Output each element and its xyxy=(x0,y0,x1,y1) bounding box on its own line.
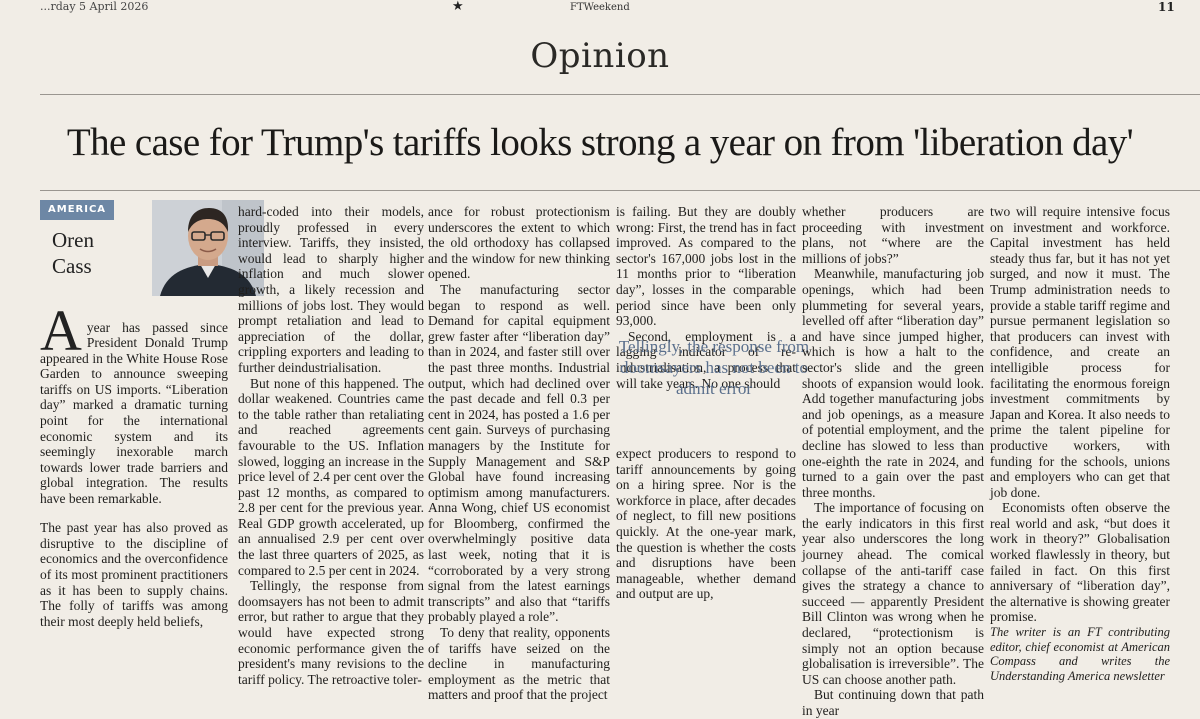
column-6: two will require intensive focus on inve… xyxy=(990,204,1170,683)
paragraph: Second, employment is a lagging indicato… xyxy=(616,328,796,391)
column-1: A year has passed since President Donald… xyxy=(40,298,228,629)
section-tag: AMERICA xyxy=(40,200,114,220)
headline-rule xyxy=(40,190,1200,191)
paragraph: hard-coded into their models, proudly pr… xyxy=(238,204,424,375)
page-number: 11 xyxy=(1158,0,1175,14)
paragraph: whether producers are proceeding with in… xyxy=(802,204,984,266)
portrait-image xyxy=(152,200,264,296)
author-signoff: The writer is an FT contributing editor,… xyxy=(990,625,1170,683)
byline: AMERICA Oren Cass xyxy=(40,200,264,296)
column-5: whether producers are proceeding with in… xyxy=(802,204,984,719)
author-portrait xyxy=(152,200,264,296)
paragraph: year has passed since President Donald T… xyxy=(40,319,228,507)
publication-name: FTWeekend xyxy=(570,2,630,13)
column-3: ance for robust protectionism underscore… xyxy=(428,204,610,703)
section-title: Opinion xyxy=(530,36,670,76)
paragraph: ance for robust protectionism underscore… xyxy=(428,204,610,282)
paragraph: Tellingly, the response from doomsayers … xyxy=(238,578,424,687)
section-rule xyxy=(40,94,1200,95)
author-last-name: Cass xyxy=(52,254,92,278)
masthead: ...rday 5 April 2026 ★ FTWeekend 11 xyxy=(0,0,1200,16)
paragraph: Meanwhile, manufacturing job openings, w… xyxy=(802,266,984,500)
paragraph: But none of this happened. The dollar we… xyxy=(238,375,424,578)
paragraph: expect producers to respond to tariff an… xyxy=(616,446,796,602)
column-4-top: is failing. But they are doubly wrong: F… xyxy=(616,204,796,391)
drop-cap: A xyxy=(40,298,82,363)
headline: The case for Trump's tariffs looks stron… xyxy=(66,121,1134,164)
paragraph: The past year has also proved as disrupt… xyxy=(40,520,228,629)
paragraph: But continuing down that path in year xyxy=(802,687,984,718)
column-4-bottom: expect producers to respond to tariff an… xyxy=(616,446,796,602)
paragraph: The importance of focusing on the early … xyxy=(802,500,984,687)
paragraph: is failing. But they are doubly wrong: F… xyxy=(616,204,796,329)
star-icon: ★ xyxy=(452,0,464,14)
paragraph: two will require intensive focus on inve… xyxy=(990,204,1170,500)
author-first-name: Oren xyxy=(52,228,94,252)
paragraph: The manufacturing sector began to respon… xyxy=(428,281,610,625)
issue-date: ...rday 5 April 2026 xyxy=(40,0,149,13)
paragraph: Economists often observe the real world … xyxy=(990,500,1170,625)
pull-quote: Tellingly, the response from doomsayers … xyxy=(618,337,810,398)
paragraph: To deny that reality, opponents of tarif… xyxy=(428,625,610,703)
column-2: hard-coded into their models, proudly pr… xyxy=(238,204,424,687)
